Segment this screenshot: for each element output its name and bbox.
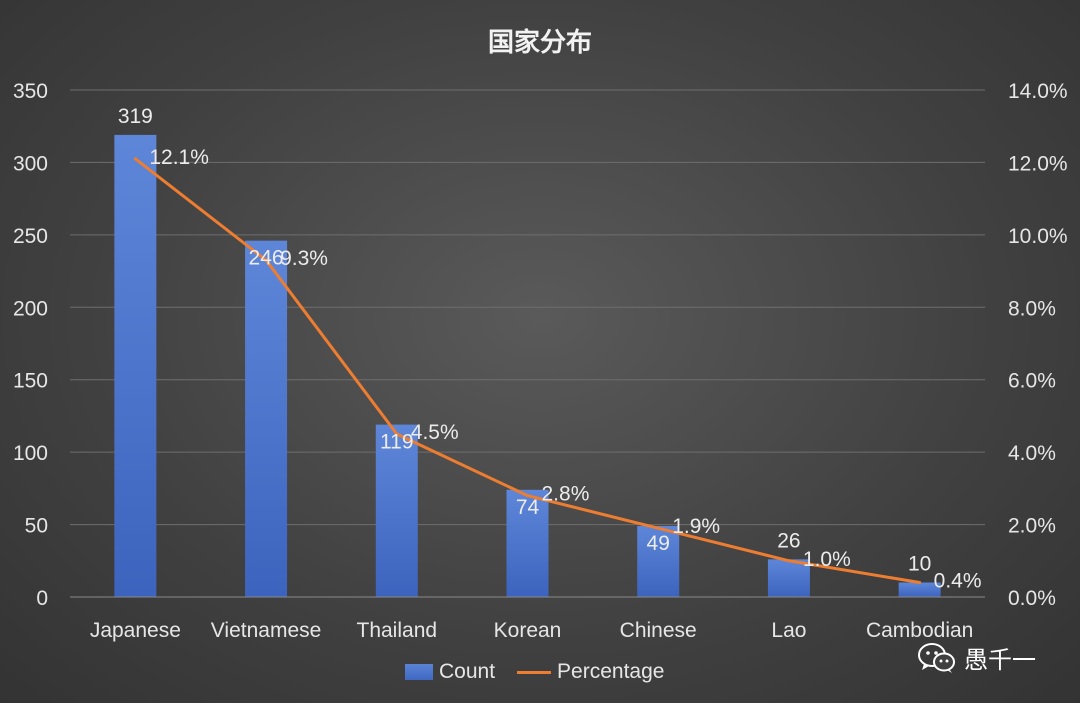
bar-value-label: 49 [647, 532, 670, 555]
y-right-tick-label: 4.0% [1008, 442, 1056, 465]
chart-title: 国家分布 [487, 28, 592, 58]
percentage-value-label: 0.4% [934, 570, 982, 593]
y-left-tick-label: 250 [13, 225, 48, 248]
bar-chinese [637, 526, 680, 597]
x-tick-label: Japanese [90, 619, 181, 642]
y-right-tick-label: 14.0% [1008, 80, 1068, 103]
legend-label-count: Count [439, 660, 496, 683]
bar-thailand [375, 424, 418, 597]
legend-swatch-line [517, 670, 552, 674]
percentage-value-label: 12.1% [149, 146, 209, 169]
bar-value-label: 246 [249, 247, 284, 270]
y-left-tick-label: 50 [25, 515, 48, 538]
legend-item-count: Count [405, 660, 495, 684]
bar-cambodian [898, 582, 941, 597]
legend-item-percentage: Percentage [517, 660, 664, 684]
y-right-tick-label: 6.0% [1008, 370, 1056, 393]
bar-korean [506, 489, 549, 597]
percentage-value-label: 2.8% [542, 483, 590, 506]
bar-value-label: 319 [118, 105, 153, 128]
percentage-point [133, 157, 137, 161]
percentage-point [526, 494, 529, 498]
percentage-point [918, 581, 922, 585]
y-right-tick-label: 12.0% [1008, 152, 1068, 175]
bar-value-label: 119 [380, 431, 413, 454]
percentage-value-label: 1.9% [672, 515, 720, 538]
bar-value-label: 74 [516, 496, 540, 519]
y-right-tick-label: 2.0% [1008, 515, 1056, 538]
y-left-tick-label: 350 [13, 80, 48, 103]
bar-value-label: 26 [777, 529, 800, 552]
percentage-point [395, 432, 399, 436]
x-tick-label: Lao [771, 619, 806, 642]
percentage-point [264, 258, 268, 262]
y-left-tick-label: 0 [36, 587, 48, 610]
bar-value-label: 10 [908, 553, 931, 576]
x-tick-label: Chinese [620, 619, 697, 642]
y-right-tick-label: 0.0% [1008, 587, 1056, 610]
watermark: 愚千一 [918, 640, 1036, 675]
y-right-tick-label: 10.0% [1008, 225, 1068, 248]
y-left-tick-label: 200 [13, 297, 48, 320]
y-left-tick-label: 300 [13, 152, 48, 175]
bar-lao [767, 559, 810, 597]
wechat-icon [918, 642, 955, 673]
y-left-tick-label: 150 [13, 370, 48, 393]
x-tick-label: Korean [494, 619, 562, 642]
percentage-value-label: 4.5% [411, 421, 459, 444]
percentage-value-label: 9.3% [280, 247, 328, 270]
percentage-point [787, 559, 791, 563]
x-tick-label: Vietnamese [211, 619, 322, 642]
y-left-tick-label: 100 [13, 442, 48, 465]
x-tick-label: Thailand [357, 619, 438, 642]
bar-japanese [114, 134, 157, 598]
percentage-value-label: 1.0% [803, 548, 851, 571]
watermark-text: 愚千一 [964, 646, 1036, 674]
y-right-tick-label: 8.0% [1008, 297, 1056, 320]
percentage-point [656, 526, 660, 530]
x-tick-label: Cambodian [866, 619, 973, 642]
bar-vietnamese [245, 240, 288, 597]
legend: Count Percentage [405, 660, 686, 684]
legend-swatch-bar [405, 664, 433, 680]
legend-label-percentage: Percentage [557, 660, 665, 683]
